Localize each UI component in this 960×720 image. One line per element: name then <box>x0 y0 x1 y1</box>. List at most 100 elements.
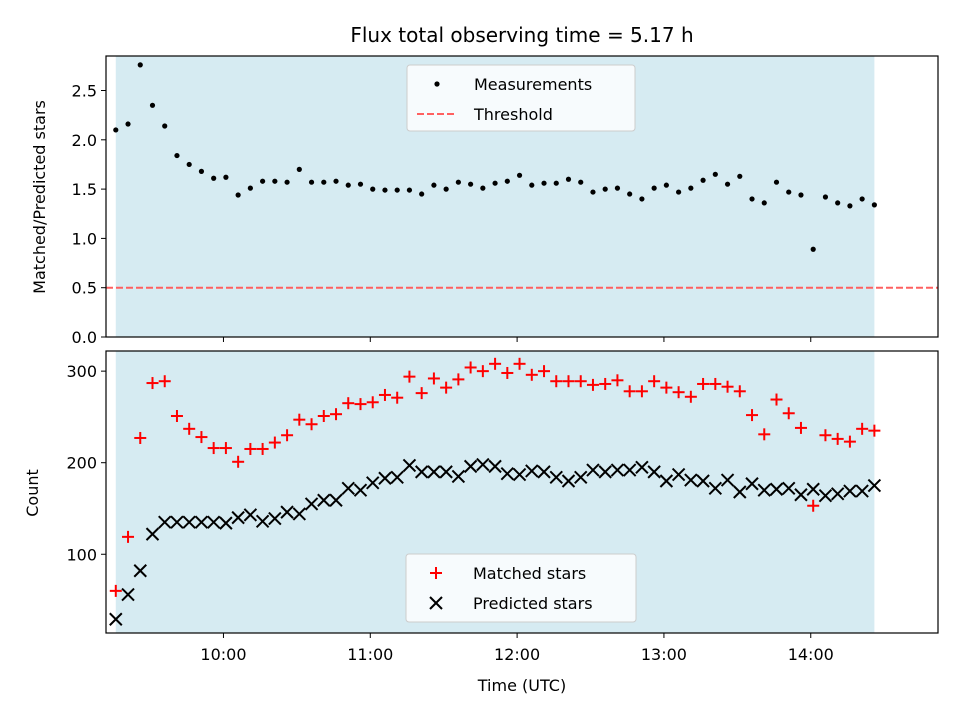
predicted-series <box>109 457 882 626</box>
matched-point <box>134 431 147 444</box>
predicted-point <box>488 459 502 474</box>
measurement-point <box>235 192 241 198</box>
matched-point <box>476 365 489 378</box>
measurement-point <box>149 102 156 108</box>
measurement-point <box>296 166 302 172</box>
predicted-point <box>647 465 661 479</box>
predicted-point <box>818 488 833 503</box>
matched-point <box>207 442 220 455</box>
measurement-point <box>223 174 229 180</box>
predicted-point <box>158 515 172 529</box>
bottom-axes-frame <box>105 350 939 634</box>
measurement-point <box>553 180 559 186</box>
measurements-series <box>113 62 877 252</box>
top-ytick-label: 1.5 <box>72 180 97 199</box>
matched-point <box>268 436 281 449</box>
matched-point <box>513 357 526 370</box>
measurement-point <box>749 196 755 202</box>
measurement-point <box>492 180 498 186</box>
matched-point <box>782 407 795 420</box>
predicted-point <box>708 481 723 496</box>
predicted-point <box>402 458 417 473</box>
predicted-point <box>549 470 563 485</box>
matched-point <box>183 422 196 435</box>
matched-point <box>538 365 551 378</box>
predicted-point <box>255 514 270 529</box>
measurement-point <box>162 123 168 129</box>
predicted-point <box>353 483 368 497</box>
matched-point <box>305 418 318 431</box>
matched-point <box>770 393 783 406</box>
predicted-point <box>414 465 429 479</box>
measurement-point <box>810 246 816 252</box>
measurement-point <box>602 186 608 192</box>
legend-marker-measurements <box>434 81 440 87</box>
top-ytick-label: 2.5 <box>72 82 97 101</box>
matched-point <box>440 381 453 394</box>
predicted-point <box>317 493 331 507</box>
predicted-point <box>745 477 759 491</box>
predicted-point <box>830 487 845 501</box>
predicted-point <box>696 474 710 488</box>
predicted-point <box>684 473 698 487</box>
legend-label-threshold: Threshold <box>473 105 553 124</box>
top-x-axis <box>222 337 812 342</box>
predicted-point <box>366 476 380 490</box>
predicted-point <box>109 612 123 626</box>
top-ytick-label: 2.0 <box>72 131 97 150</box>
measurement-point <box>590 189 596 195</box>
measurement-point <box>700 177 706 183</box>
matched-point <box>611 374 624 387</box>
predicted-point <box>598 465 612 479</box>
matched-point <box>574 375 587 388</box>
matched-point <box>733 385 746 398</box>
matched-point <box>684 390 697 403</box>
measurement-point <box>333 178 339 184</box>
top-y-axis: 0.0 0.5 1.0 1.5 2.0 2.5 <box>72 82 106 347</box>
measurement-point <box>247 185 253 191</box>
predicted-point <box>769 482 784 496</box>
measurement-point <box>272 178 278 184</box>
measurement-point <box>773 179 780 185</box>
predicted-point <box>194 515 209 529</box>
measurement-point <box>651 185 657 191</box>
predicted-point <box>843 484 857 498</box>
measurement-point <box>712 171 718 177</box>
predicted-point <box>867 478 882 493</box>
legend-marker-matched <box>430 567 442 579</box>
measurement-point <box>822 194 829 200</box>
matched-point <box>464 361 477 374</box>
matched-point <box>550 375 563 388</box>
predicted-point <box>268 511 282 526</box>
top-legend: Measurements Threshold <box>406 64 636 132</box>
legend-label-measurements: Measurements <box>474 75 592 94</box>
matched-point <box>122 530 135 543</box>
predicted-point <box>635 460 649 474</box>
predicted-point <box>280 505 294 519</box>
predicted-point <box>733 485 747 499</box>
measurement-point <box>529 182 535 188</box>
predicted-point <box>782 481 796 496</box>
bottom-ytick-label: 100 <box>66 545 97 564</box>
measurement-point <box>578 179 584 185</box>
matched-point <box>599 377 612 390</box>
measurement-point <box>284 179 290 185</box>
bottom-ytick-label: 300 <box>66 362 97 381</box>
predicted-point <box>476 457 490 472</box>
predicted-point <box>170 515 184 529</box>
top-axes-frame <box>105 55 939 338</box>
measurement-point <box>786 189 792 195</box>
bottom-legend-box <box>405 553 637 623</box>
measurement-point <box>125 121 131 127</box>
top-ytick-label: 0.0 <box>72 328 97 347</box>
predicted-point <box>219 516 233 530</box>
top-panel: 0.0 0.5 1.0 1.5 2.0 2.5 Matched/Predicted sta… <box>30 55 939 347</box>
matched-point <box>758 428 771 441</box>
matched-point <box>697 377 710 390</box>
predicted-point <box>512 467 527 482</box>
measurement-point <box>357 181 364 187</box>
matched-point <box>146 377 159 390</box>
bottom-xtick-label: 10:00 <box>200 645 246 664</box>
matched-point <box>709 377 722 390</box>
matched-point <box>354 398 367 411</box>
